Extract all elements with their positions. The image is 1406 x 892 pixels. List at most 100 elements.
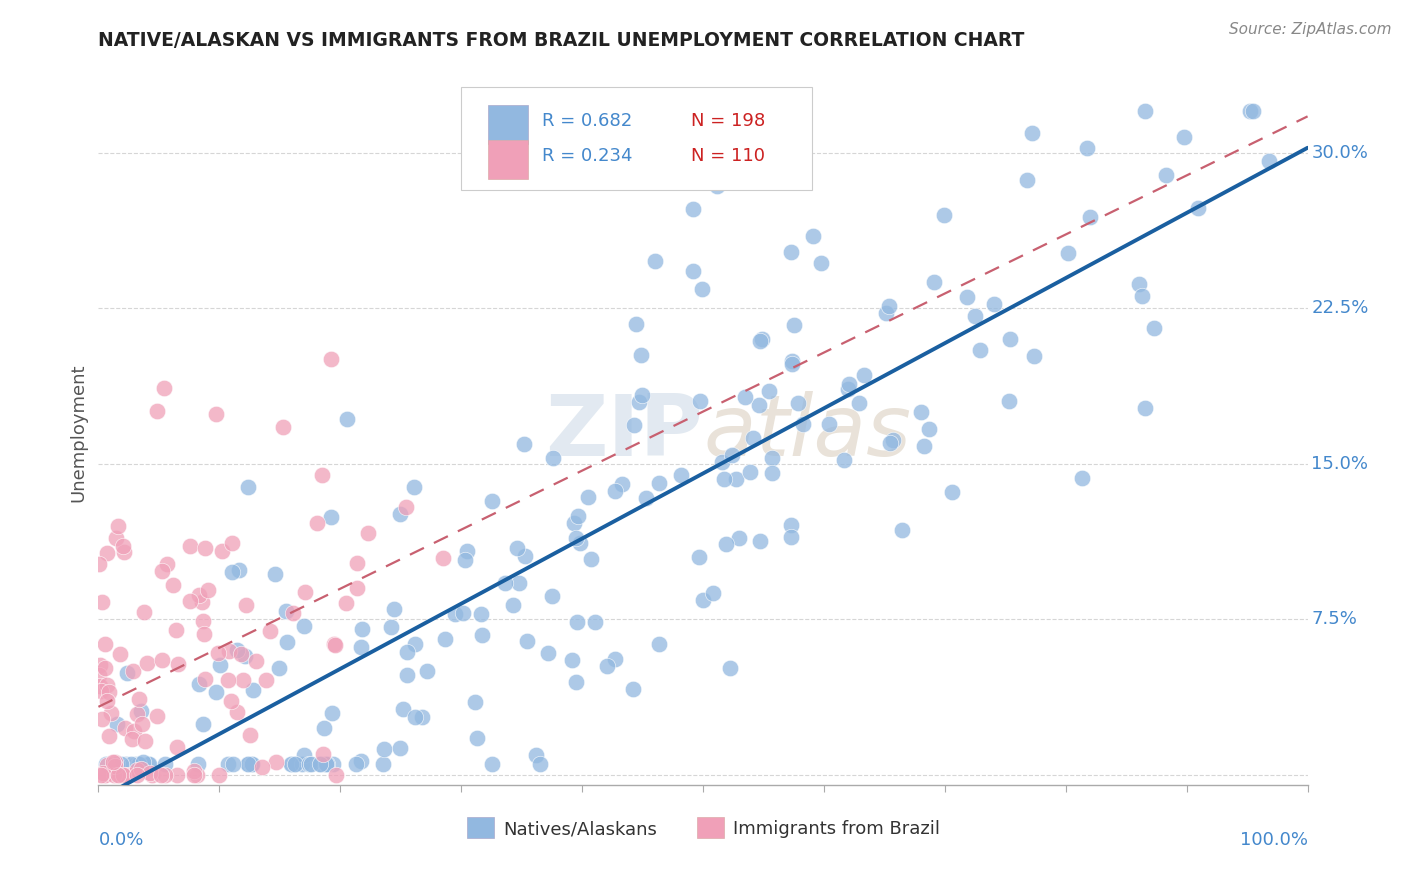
Point — [524, 747, 547, 762]
Point — [1133, 104, 1156, 119]
Point — [150, 565, 173, 579]
Point — [233, 649, 256, 664]
Point — [122, 723, 145, 738]
Point — [87, 667, 110, 681]
Point — [280, 757, 302, 772]
Point — [325, 767, 347, 781]
Point — [239, 729, 262, 743]
Point — [879, 436, 901, 450]
Point — [188, 588, 211, 602]
Point — [226, 642, 249, 657]
Point — [217, 673, 239, 688]
Text: 22.5%: 22.5% — [1312, 299, 1368, 318]
Point — [783, 318, 806, 332]
Point — [315, 756, 337, 771]
Point — [963, 309, 986, 323]
Point — [648, 475, 671, 490]
Point — [751, 332, 773, 346]
Point — [1128, 277, 1150, 292]
Point — [218, 644, 240, 658]
Point — [494, 575, 516, 590]
Point — [1015, 172, 1038, 186]
Point — [132, 755, 155, 769]
Point — [209, 658, 232, 673]
Point — [877, 299, 900, 313]
Point — [1258, 153, 1281, 168]
Point — [307, 516, 329, 531]
Point — [969, 343, 991, 357]
Point — [138, 757, 160, 772]
Point — [725, 472, 748, 486]
Point — [153, 767, 176, 781]
Point — [454, 553, 477, 567]
Point — [720, 448, 742, 462]
Point — [596, 659, 619, 673]
Point — [236, 757, 259, 772]
Point — [309, 757, 332, 772]
Point — [718, 661, 741, 675]
Point — [325, 639, 347, 653]
Point — [322, 757, 344, 772]
Point — [104, 531, 127, 545]
Point — [207, 646, 229, 660]
Point — [875, 306, 897, 320]
Point — [103, 767, 125, 781]
Point — [624, 318, 647, 332]
Text: NATIVE/ALASKAN VS IMMIGRANTS FROM BRAZIL UNEMPLOYMENT CORRELATION CHART: NATIVE/ALASKAN VS IMMIGRANTS FROM BRAZIL… — [98, 31, 1025, 50]
Point — [516, 634, 538, 648]
Point — [565, 674, 588, 689]
Point — [832, 453, 855, 467]
Point — [274, 604, 297, 618]
Point — [90, 712, 112, 726]
Point — [682, 264, 704, 278]
Point — [221, 757, 243, 772]
FancyBboxPatch shape — [461, 87, 811, 189]
Text: atlas: atlas — [703, 391, 911, 475]
Point — [96, 694, 118, 708]
Point — [194, 672, 217, 686]
Point — [910, 405, 932, 419]
Point — [299, 757, 322, 772]
Point — [121, 732, 143, 747]
Point — [1021, 126, 1043, 140]
Point — [630, 348, 652, 362]
Point — [536, 646, 558, 660]
Point — [283, 607, 305, 621]
Point — [817, 417, 839, 431]
Point — [104, 755, 127, 769]
Point — [801, 228, 824, 243]
Point — [112, 544, 135, 558]
Point — [882, 434, 904, 448]
Bar — [697, 817, 724, 838]
Point — [838, 377, 860, 392]
Point — [284, 757, 307, 772]
Point — [395, 668, 418, 682]
Point — [890, 523, 912, 537]
Point — [90, 767, 112, 781]
Point — [107, 519, 129, 533]
Point — [912, 439, 935, 453]
Point — [156, 557, 179, 571]
Bar — [488, 105, 527, 144]
Point — [259, 624, 281, 639]
Point — [292, 747, 315, 762]
Point — [780, 357, 803, 371]
Point — [271, 419, 294, 434]
Text: R = 0.682: R = 0.682 — [543, 112, 633, 130]
Point — [311, 468, 333, 483]
Text: 30.0%: 30.0% — [1312, 144, 1368, 161]
Point — [998, 333, 1021, 347]
Point — [93, 767, 115, 781]
Point — [506, 541, 529, 555]
Point — [761, 450, 783, 465]
Point — [692, 593, 714, 607]
Point — [350, 640, 373, 654]
Point — [1022, 349, 1045, 363]
Point — [134, 733, 156, 747]
Point — [983, 297, 1005, 311]
Point — [183, 764, 205, 778]
Point — [128, 757, 150, 772]
Point — [1187, 201, 1209, 215]
Point — [114, 721, 136, 735]
Point — [312, 721, 335, 735]
